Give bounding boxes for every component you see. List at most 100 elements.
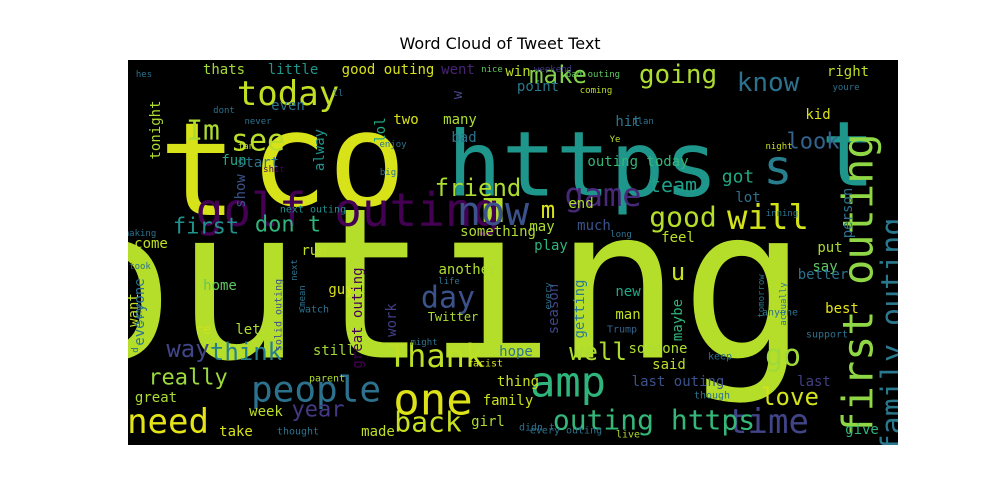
- word-will: will: [727, 198, 809, 238]
- word-shit: shit: [263, 165, 285, 175]
- word-co: co: [250, 84, 407, 236]
- word-next-outing: next outing: [280, 205, 346, 216]
- word-nice: nice: [481, 65, 503, 75]
- word-every-outing: every outing: [530, 426, 602, 437]
- word-family: family: [483, 393, 534, 409]
- word-better: better: [798, 267, 849, 283]
- word-parent: parent: [309, 374, 345, 385]
- word-best: best: [825, 301, 859, 317]
- word-keep: keep: [708, 352, 732, 363]
- word-inning: inning: [766, 209, 799, 219]
- word-two: two: [393, 112, 418, 128]
- word-season: season: [546, 284, 562, 335]
- word-game: game: [564, 176, 641, 214]
- word-u: u: [671, 258, 685, 286]
- word-hes: hes: [136, 70, 152, 80]
- word-let: let: [235, 322, 260, 338]
- word-making: making: [128, 229, 156, 239]
- word-every: every: [544, 282, 554, 310]
- word-feel: feel: [661, 230, 695, 246]
- word-week: week: [249, 404, 283, 420]
- word-enjoy: enjoy: [379, 140, 407, 150]
- word-outing-today: outing today: [587, 154, 688, 170]
- word-person: person: [840, 188, 856, 239]
- word-support: support: [806, 330, 848, 341]
- word-racist: racist: [467, 359, 503, 370]
- word-tomorrow: tomorrow: [757, 274, 767, 318]
- word-want: want: [128, 293, 142, 327]
- word-d: d: [131, 347, 141, 352]
- word-look: look: [787, 130, 840, 155]
- word-made: made: [361, 424, 395, 440]
- word-really: really: [148, 366, 227, 391]
- word-next: next: [290, 259, 300, 281]
- word-night: night: [765, 142, 792, 152]
- word-t: t: [159, 94, 237, 246]
- word-sure: sure: [135, 303, 145, 325]
- word-alway: alway: [312, 129, 328, 171]
- word-tonight: tonight: [148, 100, 164, 159]
- word-love: love: [761, 383, 819, 411]
- word-many: many: [443, 112, 477, 128]
- word-run: run: [301, 243, 326, 259]
- word-big: big: [380, 168, 396, 178]
- word-don-t: don t: [255, 213, 321, 238]
- word-point: point: [517, 79, 559, 95]
- word-friend: friend: [435, 174, 522, 202]
- word-first-outing: first outing: [834, 133, 883, 436]
- word-right: right: [827, 64, 869, 80]
- word-still: still: [313, 343, 355, 359]
- word-fan: fan: [238, 142, 254, 152]
- word-everyone: everyone: [132, 278, 148, 345]
- word-day: day: [421, 281, 475, 316]
- word-plan: plan: [632, 117, 654, 127]
- word-ll: ll: [333, 89, 344, 99]
- word-watch: watch: [299, 305, 329, 316]
- word-going: going: [639, 60, 717, 90]
- word-need: need: [128, 402, 209, 442]
- word-went: went: [441, 62, 475, 78]
- word-way: way: [166, 335, 209, 363]
- word-even: even: [271, 98, 305, 114]
- word-life: life: [438, 277, 460, 287]
- word-back: back: [394, 406, 462, 439]
- word-much: much: [577, 218, 611, 234]
- word-im: Im: [186, 114, 220, 147]
- word-may: may: [529, 219, 554, 235]
- word-trump: Trump: [607, 325, 637, 336]
- word-mean: mean: [298, 285, 308, 307]
- word-fun: fun: [221, 153, 246, 169]
- word-long: long: [610, 230, 632, 240]
- word-hope: hope: [499, 344, 533, 360]
- cloud-background: [128, 60, 898, 445]
- word-go: go: [765, 339, 801, 374]
- word-great-outing: great outing: [350, 267, 366, 368]
- word-lol: lol: [373, 117, 389, 142]
- word-took: took: [129, 262, 151, 272]
- word-getting: getting: [572, 279, 588, 338]
- word-t: t: [821, 103, 875, 208]
- word-youre: youre: [832, 83, 859, 93]
- word-thing: thing: [497, 374, 539, 390]
- word-guy: guy: [328, 282, 353, 298]
- word-put: put: [817, 240, 842, 256]
- word-end: end: [568, 196, 593, 212]
- word-said: said: [652, 357, 686, 373]
- word-amp: amp: [530, 358, 606, 407]
- word-coming: coming: [580, 86, 613, 96]
- word-say: say: [812, 259, 837, 275]
- word-didn-t: didn t: [519, 423, 555, 434]
- word-now: now: [457, 189, 530, 235]
- word-actually: actually: [779, 282, 789, 326]
- word-weekend: weekend: [534, 65, 572, 75]
- word-win: win: [505, 64, 530, 80]
- word-time: time: [727, 402, 809, 442]
- word-start: start: [237, 155, 279, 171]
- word-golf-outing: golf outing: [196, 183, 501, 237]
- chart-title: Word Cloud of Tweet Text: [399, 34, 601, 53]
- word-anyone: anyone: [762, 308, 798, 319]
- word-good-outing: good outing: [342, 62, 435, 78]
- word-little: little: [268, 62, 319, 78]
- word-show: show: [233, 174, 249, 208]
